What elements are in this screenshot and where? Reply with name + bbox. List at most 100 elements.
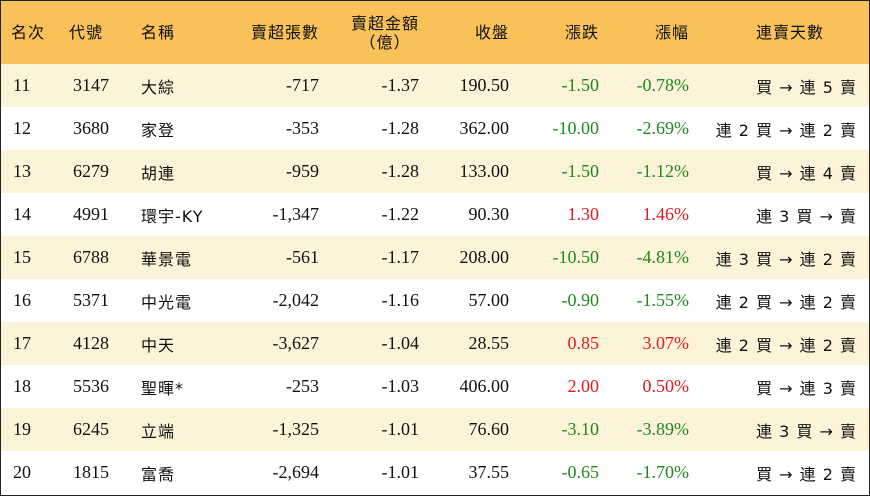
table-row: 20 1815 富喬 -2,694 -1.01 37.55 -0.65 -1.70% 買 → 連… — [1, 451, 869, 494]
cell-streak: 連 3 買 → 連 2 賣 — [715, 249, 857, 269]
header-streak: 連賣天數 — [755, 23, 824, 42]
table-row: 14 4991 環宇-KY -1,347 -1.22 90.30 1.30 1.46% 連 3 … — [1, 193, 869, 236]
cell-net-sell-lots: -3,627 — [272, 333, 320, 353]
header-net-sell-amount-line1: 賣超金額 — [351, 13, 420, 33]
cell-net-sell-lots: -2,694 — [272, 462, 320, 482]
cell-close: 28.55 — [468, 333, 510, 353]
cell-net-sell-amount: -1.01 — [381, 462, 420, 482]
table-row: 19 6245 立端 -1,325 -1.01 76.60 -3.10 -3.89% 連 3 買… — [1, 408, 869, 451]
cell-change-pct: 3.07% — [642, 333, 690, 353]
cell-code: 3680 — [73, 118, 109, 138]
cell-change: 1.30 — [567, 204, 600, 224]
cell-net-sell-lots: -253 — [286, 376, 319, 396]
cell-streak: 買 → 連 3 賣 — [756, 378, 857, 398]
header-code: 代號 — [69, 23, 104, 42]
header-net-sell-amount-line2: （億） — [359, 32, 411, 52]
cell-close: 208.00 — [459, 247, 510, 267]
cell-change: -1.50 — [561, 75, 600, 95]
cell-change-pct: -2.69% — [636, 118, 690, 138]
cell-change: -10.00 — [552, 118, 600, 138]
cell-streak: 買 → 連 4 賣 — [756, 163, 857, 183]
cell-net-sell-amount: -1.04 — [381, 333, 420, 353]
cell-change: -1.50 — [561, 161, 600, 181]
cell-net-sell-amount: -1.22 — [381, 204, 420, 224]
table-row: 15 6788 華景電 -561 -1.17 208.00 -10.50 -4.81% 連 3 … — [1, 236, 869, 279]
cell-change: -3.10 — [561, 419, 600, 439]
cell-close: 133.00 — [459, 161, 510, 181]
cell-change-pct: -1.12% — [636, 161, 690, 181]
cell-streak: 連 3 買 → 賣 — [756, 421, 857, 441]
cell-code: 6279 — [73, 161, 109, 181]
header-row: 名次 代號 名稱 賣超張數 賣超金額 （億） 收盤 漲跌 漲幅 連賣天數 — [1, 1, 869, 64]
cell-rank: 11 — [13, 75, 31, 95]
table-row: 17 4128 中天 -3,627 -1.04 28.55 0.85 3.07% 連 2 買 →… — [1, 322, 869, 365]
cell-streak: 連 2 買 → 連 2 賣 — [715, 292, 857, 312]
cell-code: 4991 — [73, 204, 109, 224]
cell-streak: 買 → 連 5 賣 — [756, 77, 857, 97]
cell-change-pct: 0.50% — [642, 376, 690, 396]
cell-name: 環宇-KY — [141, 206, 204, 226]
cell-code: 6788 — [73, 247, 109, 267]
cell-net-sell-amount: -1.37 — [381, 75, 420, 95]
cell-code: 6245 — [73, 419, 109, 439]
header-rank: 名次 — [11, 23, 46, 42]
cell-net-sell-lots: -561 — [286, 247, 319, 267]
cell-net-sell-lots: -959 — [286, 161, 319, 181]
cell-rank: 16 — [13, 290, 31, 310]
cell-name: 中光電 — [141, 292, 193, 312]
cell-close: 57.00 — [468, 290, 510, 310]
cell-rank: 15 — [13, 247, 31, 267]
cell-change-pct: 1.46% — [642, 204, 690, 224]
cell-close: 190.50 — [459, 75, 510, 95]
cell-net-sell-lots: -717 — [286, 75, 319, 95]
cell-streak: 買 → 連 2 賣 — [756, 464, 857, 484]
cell-rank: 19 — [13, 419, 31, 439]
cell-rank: 12 — [13, 118, 31, 138]
cell-name: 大綜 — [141, 77, 176, 97]
cell-change-pct: -0.78% — [636, 75, 690, 95]
cell-change: -0.65 — [561, 462, 600, 482]
cell-name: 富喬 — [141, 464, 176, 484]
cell-net-sell-lots: -2,042 — [272, 290, 320, 310]
header-net-sell-amount: 賣超金額 （億） — [325, 1, 425, 64]
cell-name: 胡連 — [141, 163, 176, 183]
cell-change: -10.50 — [552, 247, 600, 267]
table-body: 11 3147 大綜 -717 -1.37 190.50 -1.50 -0.78% 買 → 連 … — [1, 64, 869, 494]
cell-close: 90.30 — [468, 204, 510, 224]
header-change-pct: 漲幅 — [654, 23, 689, 42]
cell-rank: 14 — [13, 204, 31, 224]
table-row: 12 3680 家登 -353 -1.28 362.00 -10.00 -2.69% 連 2 買… — [1, 107, 869, 150]
header-close: 收盤 — [474, 23, 509, 42]
header-change: 漲跌 — [564, 23, 599, 42]
cell-name: 華景電 — [141, 249, 193, 269]
cell-close: 76.60 — [468, 419, 510, 439]
cell-rank: 20 — [13, 462, 31, 482]
cell-streak: 連 3 買 → 賣 — [756, 206, 857, 226]
cell-net-sell-lots: -1,347 — [272, 204, 320, 224]
cell-name: 聖暉* — [141, 378, 185, 398]
cell-streak: 連 2 買 → 連 2 賣 — [715, 335, 857, 355]
cell-net-sell-lots: -353 — [286, 118, 319, 138]
cell-code: 4128 — [73, 333, 109, 353]
cell-net-sell-amount: -1.01 — [381, 419, 420, 439]
cell-net-sell-amount: -1.03 — [381, 376, 420, 396]
table-row: 16 5371 中光電 -2,042 -1.16 57.00 -0.90 -1.55% 連 2 … — [1, 279, 869, 322]
header-net-sell-lots: 賣超張數 — [250, 23, 319, 42]
cell-change-pct: -4.81% — [636, 247, 690, 267]
cell-code: 1815 — [73, 462, 109, 482]
table-row: 13 6279 胡連 -959 -1.28 133.00 -1.50 -1.12% 買 → 連 … — [1, 150, 869, 193]
cell-net-sell-amount: -1.17 — [381, 247, 420, 267]
table-row: 11 3147 大綜 -717 -1.37 190.50 -1.50 -0.78% 買 → 連 … — [1, 64, 869, 107]
cell-close: 362.00 — [459, 118, 510, 138]
cell-net-sell-lots: -1,325 — [272, 419, 320, 439]
cell-change-pct: -1.70% — [636, 462, 690, 482]
cell-close: 37.55 — [468, 462, 510, 482]
cell-rank: 18 — [13, 376, 31, 396]
cell-code: 5371 — [73, 290, 109, 310]
cell-net-sell-amount: -1.28 — [381, 118, 420, 138]
cell-name: 中天 — [141, 335, 176, 355]
cell-change: 0.85 — [567, 333, 600, 353]
cell-change-pct: -3.89% — [636, 419, 690, 439]
cell-change: -0.90 — [561, 290, 600, 310]
